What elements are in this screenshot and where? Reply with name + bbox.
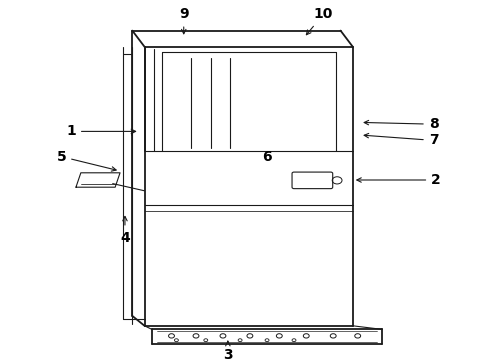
Text: 3: 3 xyxy=(223,341,233,360)
Text: 5: 5 xyxy=(56,150,116,171)
Text: 9: 9 xyxy=(179,8,189,34)
Text: 1: 1 xyxy=(66,125,136,138)
Text: 2: 2 xyxy=(357,173,441,187)
Text: 10: 10 xyxy=(306,8,333,35)
Text: 6: 6 xyxy=(262,150,272,163)
Text: 7: 7 xyxy=(364,134,439,147)
Text: 4: 4 xyxy=(120,216,130,244)
Text: 8: 8 xyxy=(364,117,439,131)
